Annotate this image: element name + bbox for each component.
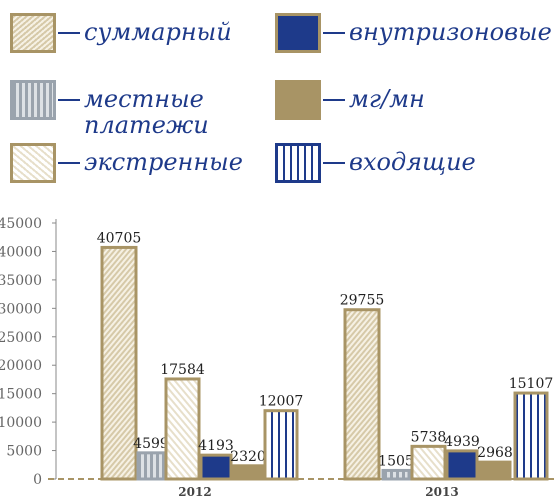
legend-swatch-emergency: [10, 143, 56, 183]
y-tick-label: 5000: [6, 444, 42, 460]
y-tick-label: 35000: [0, 273, 42, 289]
legend-label-incoming: входящие: [349, 148, 476, 176]
data-label: 15107: [509, 376, 554, 392]
legend-label-long-distance: мг/мн: [349, 85, 425, 113]
legend-dash: [58, 32, 80, 34]
legend-dash: [323, 99, 345, 101]
data-label: 40705: [97, 230, 142, 246]
data-label: 5738: [411, 429, 447, 445]
bar-intrazone: [445, 449, 479, 481]
y-tick-label: 40000: [0, 244, 42, 260]
data-label: 12007: [259, 394, 304, 410]
legend: суммарный внутризоновые местные платежи …: [0, 0, 555, 200]
y-tick-label: 0: [33, 472, 42, 488]
bar-total: [343, 308, 381, 481]
legend-swatch-long-distance: [275, 80, 321, 120]
bar-incoming: [263, 409, 299, 481]
legend-item-emergency: экстренные: [10, 143, 243, 183]
data-label: 17584: [160, 362, 205, 378]
data-label: 1505: [378, 453, 414, 469]
x-category-label: 2012: [178, 485, 211, 498]
legend-dash: [58, 162, 80, 164]
legend-item-total: суммарный: [10, 13, 232, 53]
x-category-label: 2013: [425, 485, 458, 498]
data-label: 4599: [133, 436, 169, 452]
bar-long-distance: [478, 460, 512, 481]
legend-label-local: местные платежи: [84, 85, 209, 139]
bar-local: [136, 451, 166, 481]
legend-swatch-intrazone: [275, 13, 321, 53]
data-label: 2320: [230, 449, 266, 465]
data-label: 4939: [444, 434, 480, 450]
data-label: 4193: [198, 438, 234, 454]
y-tick-label: 25000: [0, 330, 42, 346]
legend-item-incoming: входящие: [275, 143, 476, 183]
legend-label-total: суммарный: [84, 18, 232, 46]
legend-label-emergency: экстренные: [84, 148, 243, 176]
data-label: 29755: [340, 293, 385, 309]
legend-item-intrazone: внутризоновые: [275, 13, 552, 53]
y-tick-label: 30000: [0, 301, 42, 317]
legend-item-local: местные платежи: [10, 80, 209, 138]
legend-label-intrazone: внутризоновые: [349, 18, 552, 46]
legend-dash: [58, 99, 80, 101]
legend-dash: [323, 32, 345, 34]
bar-chart: 0 5000 10000 15000 20000 25000 30000 35000 40000…: [0, 216, 555, 498]
legend-swatch-total: [10, 13, 56, 53]
legend-item-long-distance: мг/мн: [275, 80, 425, 120]
data-label: 2968: [477, 445, 513, 461]
bar-emergency: [410, 444, 447, 481]
y-tick-label: 10000: [0, 415, 42, 431]
bar-intrazone: [199, 453, 233, 481]
y-tick-label: 20000: [0, 358, 42, 374]
y-tick-label: 45000: [0, 216, 42, 232]
legend-dash: [323, 162, 345, 164]
legend-swatch-local: [10, 80, 56, 120]
y-tick-label: 15000: [0, 387, 42, 403]
legend-swatch-incoming: [275, 143, 321, 183]
bar-incoming: [513, 391, 549, 481]
bar-total: [100, 245, 138, 481]
bar-long-distance: [231, 464, 265, 481]
bar-local: [381, 468, 411, 481]
bar-emergency: [164, 377, 201, 481]
